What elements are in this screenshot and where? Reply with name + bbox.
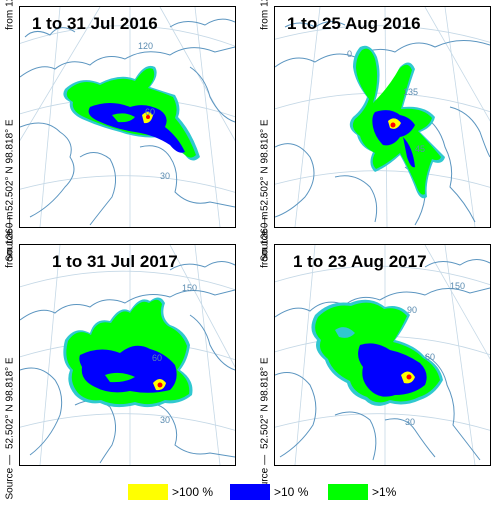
source-label-panel-2: Source— 52.502° N98.818° E from1260 m bbox=[259, 0, 271, 262]
coastlines bbox=[275, 21, 490, 226]
panel-title: 1 to 31 Jul 2016 bbox=[32, 14, 158, 33]
graticule-label: 60 bbox=[425, 352, 435, 362]
graticule-label: 30 bbox=[160, 415, 170, 425]
source-label-panel-4: Source— 52.502° N98.818° E from1260 m bbox=[259, 211, 271, 499]
source-marker bbox=[406, 374, 412, 380]
graticule-label: 60 bbox=[145, 107, 155, 117]
graticule-lines bbox=[275, 245, 490, 465]
legend-swatch-blue bbox=[230, 484, 270, 500]
coastlines bbox=[20, 18, 235, 226]
dispersion-plume bbox=[349, 45, 445, 199]
source-marker bbox=[146, 115, 150, 119]
map-svg: 150 60 30 bbox=[20, 245, 235, 465]
graticule-label: 0 bbox=[347, 49, 352, 59]
panel-title: 1 to 31 Jul 2017 bbox=[52, 252, 178, 271]
map-svg: 0 135 45 bbox=[275, 7, 490, 227]
map-svg: 120 60 30 bbox=[20, 7, 235, 227]
map-panel-aug-2017: 1 to 23 Aug 2017 150 90 60 30 bbox=[274, 244, 491, 466]
map-panel-jul-2016: 1 to 31 Jul 2016 120 60 30 bbox=[19, 6, 236, 228]
dispersion-plume bbox=[311, 299, 443, 406]
source-marker bbox=[390, 122, 396, 128]
graticule-lines bbox=[20, 245, 235, 465]
legend-label: >10 % bbox=[274, 485, 309, 499]
source-label-panel-1: Source— 52.502° N98.818° E from1260 m bbox=[4, 0, 16, 262]
source-label-panel-3: Source— 52.502° N98.818° E from1260 m bbox=[4, 211, 16, 500]
graticule-label: 90 bbox=[407, 305, 417, 315]
graticule-label: 150 bbox=[450, 281, 465, 291]
panel-title: 1 to 23 Aug 2017 bbox=[293, 252, 427, 271]
map-panel-aug-2016: 1 to 25 Aug 2016 0 135 45 bbox=[274, 6, 491, 228]
legend-label: >100 % bbox=[172, 485, 214, 499]
source-marker bbox=[157, 382, 163, 388]
legend-swatch-yellow bbox=[128, 484, 168, 500]
legend-swatch-green bbox=[328, 484, 368, 500]
coastlines bbox=[275, 259, 490, 461]
graticule-label: 150 bbox=[182, 283, 197, 293]
graticule-label: 135 bbox=[403, 87, 418, 97]
dispersion-plume bbox=[63, 297, 193, 408]
dispersion-plume bbox=[63, 65, 201, 161]
legend-label: >1% bbox=[372, 485, 397, 499]
graticule-label: 60 bbox=[152, 353, 162, 363]
map-panel-jul-2017: 1 to 31 Jul 2017 150 60 30 bbox=[19, 244, 236, 466]
map-svg: 150 90 60 30 bbox=[275, 245, 490, 465]
graticule-label: 30 bbox=[160, 171, 170, 181]
panel-title: 1 to 25 Aug 2016 bbox=[287, 14, 421, 33]
graticule-label: 45 bbox=[415, 144, 425, 154]
graticule-label: 120 bbox=[138, 41, 153, 51]
graticule-label: 30 bbox=[405, 417, 415, 427]
graticule-lines bbox=[275, 7, 490, 227]
